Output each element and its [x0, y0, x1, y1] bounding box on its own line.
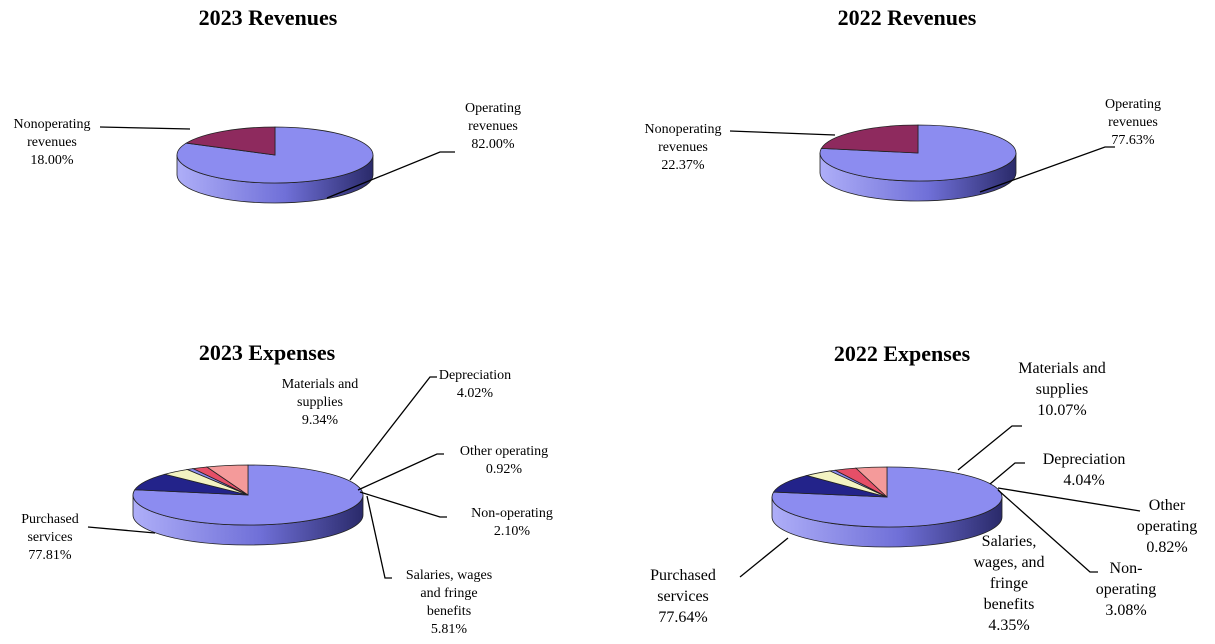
pie-2023-revenues — [176, 126, 374, 204]
slice-value: 77.63% — [1111, 133, 1155, 148]
slice-label: Depreciation — [1043, 451, 1126, 468]
label-nonoperating-revenues-1: Nonoperating revenues 22.37% — [645, 122, 836, 173]
slice-salaries-wages-and-fringe-benefits — [205, 464, 249, 496]
label-salaries-wages-and-fringe-benefits-3: Salaries, wages, and fringe benefits 4.35% — [973, 533, 1044, 634]
slice-label: Other — [1149, 497, 1186, 514]
leader-line — [979, 146, 1115, 193]
leader-line — [326, 151, 455, 199]
slice-label: Operating — [1105, 97, 1161, 112]
slice-purchased-services — [771, 466, 1003, 528]
slice-label: Non-operating — [471, 506, 553, 521]
leader-line — [349, 376, 437, 481]
leader-line — [957, 425, 1022, 471]
chart-title-2023-expenses: 2023 Expenses — [199, 340, 336, 365]
slice-value: 22.37% — [661, 158, 705, 173]
slice-label: supplies — [297, 395, 343, 410]
leader-line — [989, 462, 1025, 485]
label-other-operating-3: Other operating 0.82% — [997, 487, 1197, 556]
slice-label: Other operating — [460, 444, 548, 459]
leader-line — [729, 130, 836, 136]
label-non-operating-2: Non-operating 2.10% — [359, 491, 553, 539]
slice-value: 0.92% — [486, 462, 523, 477]
pie-2023-expenses — [132, 464, 364, 546]
slice-label: benefits — [984, 596, 1035, 613]
leader-line — [87, 526, 156, 534]
slice-value: 77.81% — [28, 548, 72, 563]
slice-label: fringe — [990, 575, 1028, 592]
label-operating-revenues-1: Operating revenues 77.63% — [979, 97, 1161, 193]
slice-value: 82.00% — [471, 137, 515, 152]
slice-label: services — [657, 588, 709, 605]
slice-label: benefits — [427, 604, 471, 619]
slice-value: 3.08% — [1105, 602, 1146, 619]
slice-operating-revenues — [819, 124, 1017, 182]
leader-line — [359, 491, 447, 518]
slice-value: 2.10% — [494, 524, 531, 539]
label-purchased-services-3: Purchased services 77.64% — [650, 537, 789, 626]
slice-nonoperating-revenues — [820, 124, 919, 154]
slice-label: and fringe — [420, 586, 477, 601]
label-nonoperating-revenues-0: Nonoperating revenues 18.00% — [14, 117, 191, 168]
leader-line — [997, 489, 1098, 573]
slice-label: Salaries, — [982, 533, 1037, 550]
chart-title-2022-expenses: 2022 Expenses — [834, 341, 971, 366]
slice-label: revenues — [658, 140, 708, 155]
slice-value: 4.35% — [988, 617, 1029, 634]
label-non-operating-3: Non-operating 3.08% — [997, 489, 1156, 619]
slice-label: supplies — [1036, 381, 1088, 398]
leader-line — [366, 495, 392, 579]
pie-2022-revenues — [819, 124, 1017, 202]
slice-value: 77.64% — [658, 609, 707, 626]
label-depreciation-2: Depreciation 4.02% — [349, 368, 511, 481]
slice-label: services — [27, 530, 72, 545]
pie-2022-expenses — [771, 466, 1003, 548]
leader-line — [99, 126, 191, 130]
slice-materials-and-supplies — [772, 475, 888, 498]
slice-value: 9.34% — [302, 413, 339, 428]
slice-labels: Operating revenues 82.00% Nonoperating reven… — [14, 97, 1198, 637]
label-materials-and-supplies-3: Materials and supplies 10.07% — [957, 360, 1106, 471]
slice-label: Operating — [465, 101, 521, 116]
slice-value: 0.82% — [1146, 539, 1187, 556]
chart-title-2023-revenues: 2023 Revenues — [199, 5, 338, 30]
pie-top — [819, 124, 1017, 182]
slice-label: operating — [1096, 581, 1156, 598]
label-materials-and-supplies-2: Materials and supplies 9.34% — [282, 377, 359, 428]
slice-label: Non- — [1110, 560, 1143, 577]
slice-salaries-wages-and-fringe-benefits — [855, 466, 888, 498]
pie-top — [176, 126, 374, 184]
slice-value: 4.02% — [457, 386, 494, 401]
slice-label: Materials and — [282, 377, 359, 392]
slice-value: 10.07% — [1037, 402, 1086, 419]
label-other-operating-2: Other operating 0.92% — [357, 444, 548, 491]
pie-top — [771, 466, 1003, 528]
slice-label: revenues — [27, 135, 77, 150]
slice-label: Nonoperating — [645, 122, 722, 137]
slice-nonoperating-revenues — [185, 126, 276, 156]
slice-label: Materials and — [1018, 360, 1106, 377]
slice-label: Purchased — [650, 567, 716, 584]
slice-value: 5.81% — [431, 622, 468, 637]
slice-label: wages, and — [973, 554, 1044, 571]
slice-label: revenues — [1108, 115, 1158, 130]
slice-value: 18.00% — [30, 153, 74, 168]
slice-label: Purchased — [21, 512, 79, 527]
label-depreciation-3: Depreciation 4.04% — [989, 451, 1126, 489]
leader-line — [739, 537, 789, 578]
slice-value: 4.04% — [1063, 472, 1104, 489]
slice-label: Nonoperating — [14, 117, 91, 132]
label-purchased-services-2: Purchased services 77.81% — [21, 512, 156, 563]
label-salaries-wages-and-fringe-benefits-2: Salaries, wages and fringe benefits 5.81% — [366, 495, 492, 637]
slice-label: Depreciation — [439, 368, 511, 383]
chart-title-2022-revenues: 2022 Revenues — [838, 5, 977, 30]
label-operating-revenues-0: Operating revenues 82.00% — [326, 101, 521, 199]
slice-label: operating — [1137, 518, 1197, 535]
slice-label: revenues — [468, 119, 518, 134]
slice-label: Salaries, wages — [406, 568, 492, 583]
pie-top — [132, 464, 364, 526]
leader-line — [357, 453, 444, 491]
leader-line — [997, 487, 1141, 512]
